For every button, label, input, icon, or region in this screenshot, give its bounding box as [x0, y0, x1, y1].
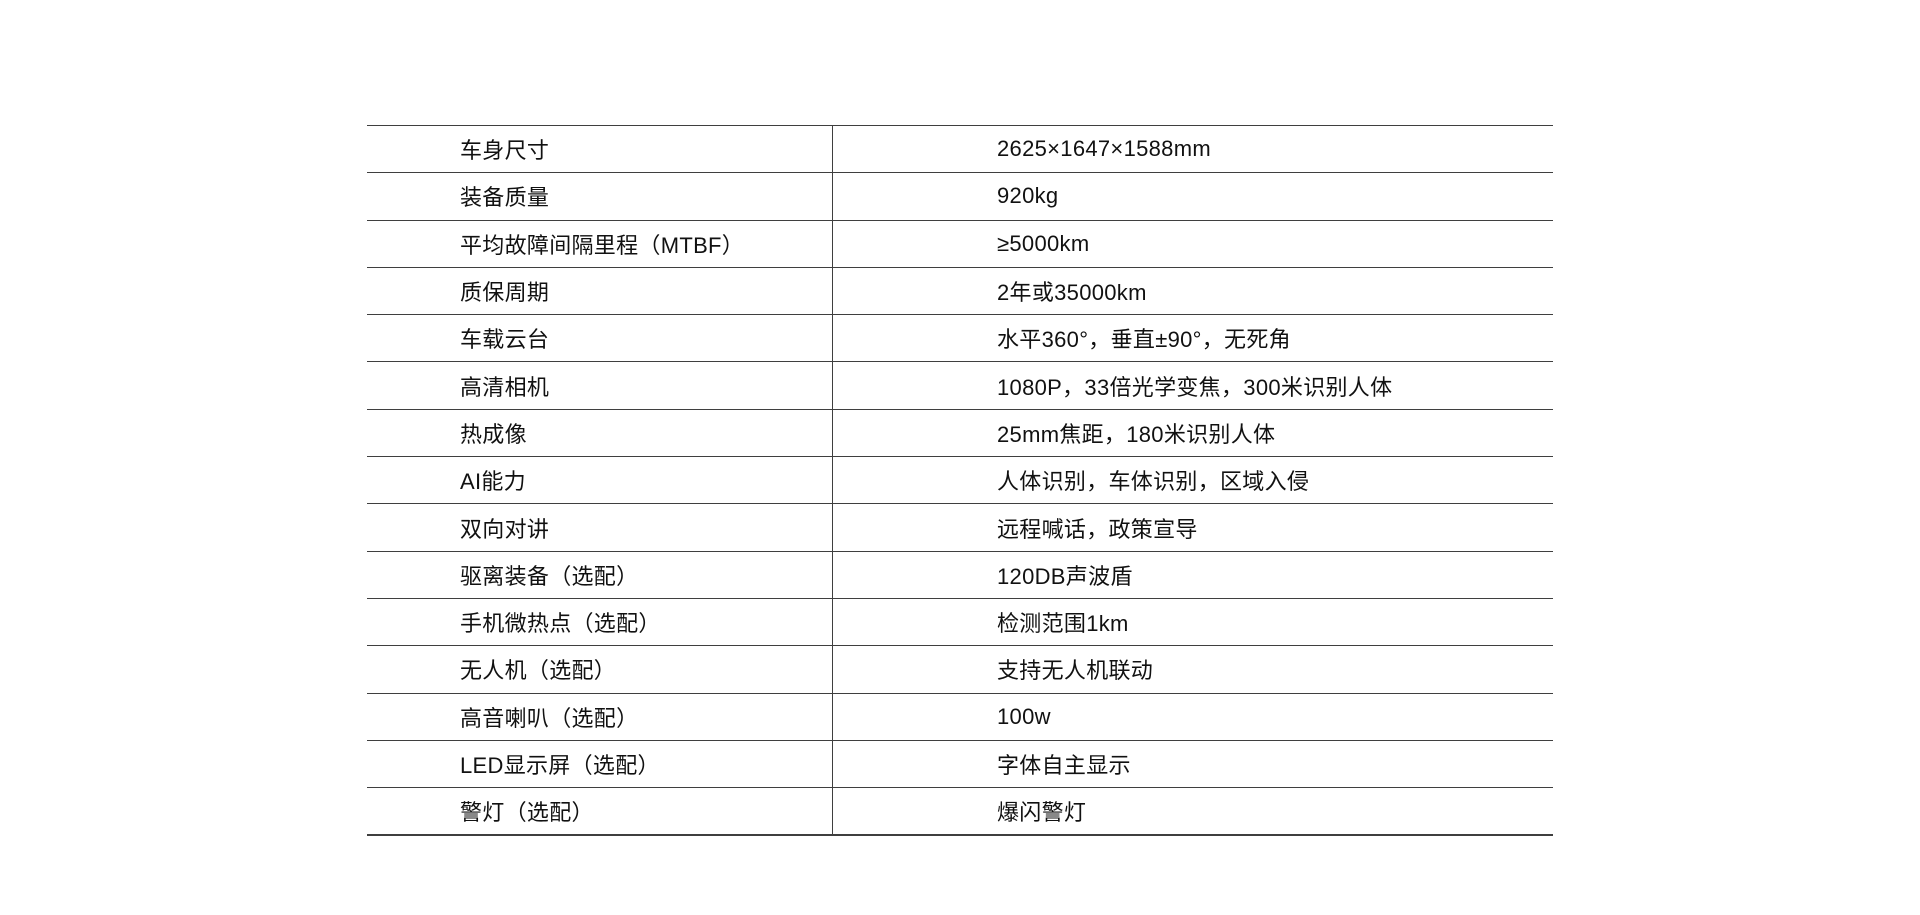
- spec-value: 1080P，33倍光学变焦，300米识别人体: [997, 374, 1393, 400]
- spec-label: 高音喇叭（选配）: [460, 705, 639, 731]
- table-row: 平均故障间隔里程（MTBF） ≥5000km: [367, 219, 1553, 267]
- spec-label-cell: 双向对讲: [367, 504, 833, 551]
- table-row: 车身尺寸 2625×1647×1588mm: [367, 125, 1553, 173]
- spec-label-cell: LED显示屏（选配）: [367, 740, 833, 788]
- table-row: 手机微热点（选配） 检测范围1km: [367, 597, 1553, 646]
- spec-label-cell: 车载云台: [367, 315, 833, 362]
- spec-value-cell: 支持无人机联动: [833, 646, 1553, 692]
- spec-value-cell: 120DB声波盾: [833, 552, 1553, 598]
- spec-label: 警灯（选配）: [460, 800, 594, 826]
- spec-label-cell: 高音喇叭（选配）: [367, 693, 833, 740]
- spec-value-cell: 2625×1647×1588mm: [833, 126, 1553, 172]
- spec-value-cell: 2年或35000km: [833, 268, 1553, 314]
- table-row: 驱离装备（选配） 120DB声波盾: [367, 550, 1553, 598]
- spec-label: 装备质量: [460, 185, 550, 211]
- spec-label-cell: 车身尺寸: [367, 126, 833, 173]
- table-row: AI能力 人体识别，车体识别，区域入侵: [367, 456, 1553, 504]
- spec-label-cell: 手机微热点（选配）: [367, 598, 833, 646]
- spec-label: LED显示屏（选配）: [460, 753, 660, 778]
- spec-label: 质保周期: [460, 280, 550, 306]
- spec-value: 远程喊话，政策宣导: [997, 516, 1198, 542]
- spec-label: 手机微热点（选配）: [460, 611, 661, 637]
- spec-value: 920kg: [997, 183, 1059, 209]
- table-row: 车载云台 水平360°，垂直±90°，无死角: [367, 314, 1553, 362]
- spec-value-cell: ≥5000km: [833, 221, 1553, 267]
- spec-label-cell: 高清相机: [367, 362, 833, 409]
- spec-value-cell: 人体识别，车体识别，区域入侵: [833, 457, 1553, 503]
- spec-label-cell: 平均故障间隔里程（MTBF）: [367, 220, 833, 267]
- table-row: 质保周期 2年或35000km: [367, 266, 1553, 315]
- spec-value-cell: 25mm焦距，180米识别人体: [833, 410, 1553, 456]
- table-row: 无人机（选配） 支持无人机联动: [367, 645, 1553, 693]
- spec-label: 平均故障间隔里程（MTBF）: [460, 232, 745, 258]
- spec-label-cell: 装备质量: [367, 173, 833, 220]
- table-row: 热成像 25mm焦距，180米识别人体: [367, 408, 1553, 457]
- spec-value-cell: 检测范围1km: [833, 599, 1553, 645]
- spec-label-cell: 警灯（选配）: [367, 788, 833, 835]
- spec-label-cell: 驱离装备（选配）: [367, 551, 833, 598]
- spec-value: 水平360°，垂直±90°，无死角: [997, 327, 1291, 353]
- spec-value-cell: 远程喊话，政策宣导: [833, 504, 1553, 550]
- table-row: LED显示屏（选配） 字体自主显示: [367, 739, 1553, 788]
- table-row: 警灯（选配） 爆闪警灯: [367, 787, 1553, 835]
- spec-label: 车身尺寸: [460, 138, 550, 164]
- spec-value: 检测范围1km: [997, 611, 1129, 637]
- spec-label-cell: 热成像: [367, 409, 833, 457]
- spec-value-cell: 1080P，33倍光学变焦，300米识别人体: [833, 362, 1553, 408]
- spec-value: 人体识别，车体识别，区域入侵: [997, 469, 1310, 495]
- spec-label-cell: AI能力: [367, 457, 833, 504]
- table-row: 高清相机 1080P，33倍光学变焦，300米识别人体: [367, 361, 1553, 409]
- spec-value: 字体自主显示: [997, 753, 1131, 778]
- spec-value: 2年或35000km: [997, 280, 1147, 306]
- spec-label: 高清相机: [460, 374, 550, 400]
- spec-value-cell: 920kg: [833, 173, 1553, 219]
- spec-label: AI能力: [460, 469, 526, 495]
- spec-value-cell: 字体自主显示: [833, 741, 1553, 787]
- spec-table: 车身尺寸 2625×1647×1588mm 装备质量 920kg 平均故障间隔里…: [367, 125, 1553, 837]
- spec-value: 支持无人机联动: [997, 658, 1154, 684]
- table-row: 装备质量 920kg: [367, 172, 1553, 220]
- spec-value: ≥5000km: [997, 230, 1090, 256]
- spec-value: 25mm焦距，180米识别人体: [997, 421, 1276, 447]
- spec-value-cell: 水平360°，垂直±90°，无死角: [833, 315, 1553, 361]
- spec-label: 热成像: [460, 421, 527, 447]
- spec-value: 100w: [997, 703, 1051, 729]
- spec-value: 2625×1647×1588mm: [997, 136, 1211, 162]
- spec-value: 爆闪警灯: [997, 800, 1087, 826]
- spec-value-cell: 100w: [833, 694, 1553, 740]
- spec-label: 双向对讲: [460, 516, 550, 542]
- spec-label-cell: 质保周期: [367, 267, 833, 315]
- spec-label: 无人机（选配）: [460, 658, 617, 684]
- spec-label-cell: 无人机（选配）: [367, 646, 833, 693]
- spec-value: 120DB声波盾: [997, 563, 1133, 589]
- spec-value-cell: 爆闪警灯: [833, 788, 1553, 834]
- table-row: 高音喇叭（选配） 100w: [367, 692, 1553, 740]
- spec-label: 车载云台: [460, 327, 550, 353]
- table-row: 双向对讲 远程喊话，政策宣导: [367, 503, 1553, 551]
- spec-label: 驱离装备（选配）: [460, 563, 639, 589]
